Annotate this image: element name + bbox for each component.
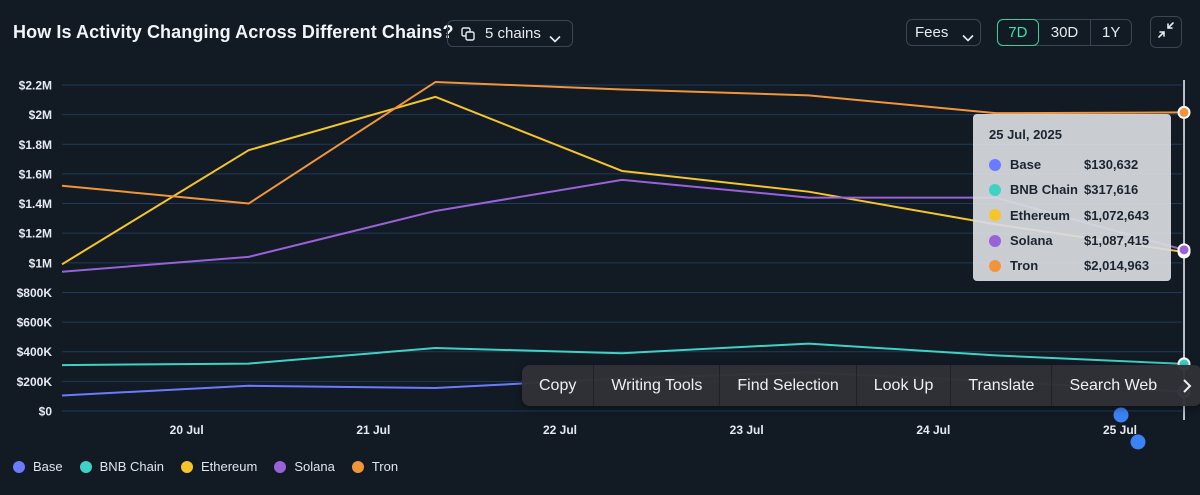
y-tick-label: $1M — [29, 256, 52, 270]
y-tick-label: $400K — [17, 345, 53, 359]
y-tick-label: $1.8M — [19, 138, 52, 152]
copy-layers-icon — [461, 26, 475, 41]
range-7d-button[interactable]: 7D — [997, 19, 1039, 46]
series-dot — [989, 158, 1001, 171]
series-line-tron — [61, 81, 1185, 205]
legend-label: Solana — [294, 459, 335, 474]
x-tick-label: 24 Jul — [916, 423, 950, 437]
tooltip-row-base: Base $130,632 — [989, 152, 1171, 177]
legend-label: Base — [33, 459, 63, 474]
tooltip-series-name: Base — [1010, 157, 1042, 173]
legend-dot — [180, 460, 193, 473]
x-tick-label: 23 Jul — [730, 423, 764, 437]
tooltip-row-ethereum: Ethereum $1,072,643 — [989, 203, 1171, 228]
series-dot — [989, 234, 1001, 247]
y-tick-label: $1.2M — [19, 227, 52, 241]
chevron-down-icon — [549, 30, 561, 43]
tooltip-series-name: Ethereum — [1010, 207, 1070, 223]
context-menu-find-selection[interactable]: Find Selection — [720, 365, 857, 406]
chart-legend: Base BNB Chain Ethereum Solana Tron — [13, 459, 415, 474]
tooltip-series-value: $2,014,963 — [1084, 258, 1150, 274]
time-range-toggle: 7D 30D 1Y — [997, 19, 1132, 46]
hover-point-solana — [1177, 243, 1191, 257]
chains-selector-label: 5 chains — [485, 25, 541, 42]
y-tick-label: $0 — [39, 405, 53, 419]
legend-label: Ethereum — [200, 459, 258, 474]
x-tick-label: 20 Jul — [170, 423, 204, 437]
range-30d-button[interactable]: 30D — [1039, 20, 1092, 45]
metric-selector-button[interactable]: Fees — [906, 19, 981, 46]
context-menu-look-up[interactable]: Look Up — [857, 365, 952, 406]
series-dot — [989, 259, 1001, 272]
tooltip-series-name: Tron — [1010, 258, 1039, 274]
context-menu-writing-tools[interactable]: Writing Tools — [594, 365, 721, 406]
x-tick-label: 22 Jul — [543, 423, 577, 437]
hover-point-tron — [1177, 105, 1191, 119]
tooltip-series-value: $130,632 — [1084, 157, 1139, 173]
legend-item-solana[interactable]: Solana — [274, 459, 335, 474]
chevron-down-icon — [962, 29, 974, 42]
y-tick-label: $1.4M — [19, 197, 52, 211]
metric-selector-label: Fees — [915, 24, 949, 41]
series-dot — [989, 183, 1001, 196]
context-menu-translate[interactable]: Translate — [951, 365, 1053, 406]
legend-item-tron[interactable]: Tron — [351, 459, 399, 474]
tooltip-series-value: $1,087,415 — [1084, 233, 1150, 249]
legend-dot — [351, 460, 364, 473]
tooltip-series-value: $317,616 — [1084, 182, 1139, 198]
y-tick-label: $200K — [17, 375, 53, 389]
chains-selector-button[interactable]: 5 chains — [447, 20, 573, 47]
collapse-arrows-icon — [1157, 21, 1175, 44]
selection-handle — [1130, 434, 1146, 450]
tooltip-series-value: $1,072,643 — [1084, 207, 1150, 223]
legend-dot — [274, 460, 287, 473]
chevron-right-icon[interactable] — [1174, 365, 1200, 406]
legend-item-ethereum[interactable]: Ethereum — [180, 459, 258, 474]
series-dot — [989, 209, 1001, 222]
tooltip-row-tron: Tron $2,014,963 — [989, 253, 1171, 278]
tooltip-series-name: BNB Chain — [1010, 182, 1078, 198]
legend-item-base[interactable]: Base — [13, 459, 63, 474]
tooltip-row-solana: Solana $1,087,415 — [989, 228, 1171, 253]
legend-dot — [13, 460, 25, 473]
chart-tooltip: 25 Jul, 2025 Base $130,632 BNB Chain $31… — [973, 114, 1171, 281]
selection-handle — [1113, 407, 1129, 423]
series-line-bnb-chain — [61, 342, 1185, 367]
tooltip-date: 25 Jul, 2025 — [989, 127, 1062, 142]
x-tick-label: 25 Jul — [1103, 423, 1137, 437]
legend-item-bnb-chain[interactable]: BNB Chain — [79, 459, 164, 474]
tooltip-series-name: Solana — [1010, 233, 1053, 249]
tooltip-row-bnb-chain: BNB Chain $317,616 — [989, 177, 1171, 202]
collapse-button[interactable] — [1150, 16, 1182, 48]
context-menu-search-web[interactable]: Search Web — [1069, 376, 1158, 394]
page-title: How Is Activity Changing Across Differen… — [13, 22, 454, 42]
context-menu: Copy Writing Tools Find Selection Look U… — [522, 365, 1200, 406]
legend-label: BNB Chain — [99, 459, 164, 474]
y-tick-label: $1.6M — [19, 167, 52, 181]
context-menu-copy[interactable]: Copy — [522, 365, 595, 406]
legend-dot — [79, 460, 92, 473]
x-tick-label: 21 Jul — [356, 423, 390, 437]
y-tick-label: $600K — [17, 316, 53, 330]
range-1y-button[interactable]: 1Y — [1101, 24, 1121, 41]
legend-label: Tron — [371, 459, 399, 474]
y-tick-label: $800K — [17, 286, 53, 300]
y-tick-label: $2.2M — [19, 79, 52, 93]
y-tick-label: $2M — [29, 108, 52, 122]
